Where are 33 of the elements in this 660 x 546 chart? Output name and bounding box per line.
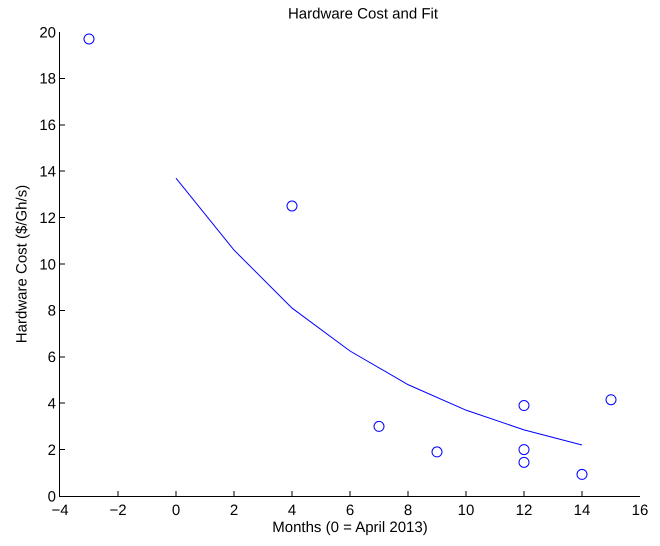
x-tick-label: 2 [230, 502, 238, 519]
y-tick-label: 20 [39, 24, 56, 42]
point [518, 400, 530, 412]
point [606, 394, 616, 406]
y-tick-label: 14 [39, 163, 56, 180]
x-tick-label: 6 [346, 502, 354, 519]
x-tick-label: 4 [288, 502, 296, 519]
y-tick-label: 18 [39, 70, 56, 88]
point [286, 200, 298, 212]
x-tick-label: −2 [109, 502, 127, 519]
y-tick-label: 8 [48, 302, 56, 320]
y-tick-label: 6 [48, 349, 56, 366]
x-tick-label: 8 [404, 502, 412, 519]
point [518, 444, 530, 456]
y-tick-label: 16 [39, 117, 56, 134]
point [432, 446, 442, 458]
chart-title: Hardware Cost and Fit [288, 6, 439, 23]
x-tick-label: 10 [458, 502, 474, 519]
y-tick-label: 12 [39, 210, 56, 227]
x-axis-title: Months (0 = April 2013) [272, 519, 428, 536]
x-tick-label: 12 [516, 502, 532, 519]
y-tick-label: 10 [39, 256, 56, 274]
x-tick-label: 16 [632, 502, 648, 519]
x-tick-label: 0 [172, 502, 180, 519]
y-tick-label: 2 [48, 442, 56, 459]
point [576, 468, 588, 480]
x-tick-label: 14 [574, 502, 590, 519]
y-axis-title: Hardware Cost ($/Gh/s) [14, 184, 31, 344]
point [518, 456, 530, 468]
y-tick-label: 4 [48, 395, 56, 412]
point [84, 33, 94, 44]
point [374, 420, 384, 432]
line-series [176, 178, 582, 446]
